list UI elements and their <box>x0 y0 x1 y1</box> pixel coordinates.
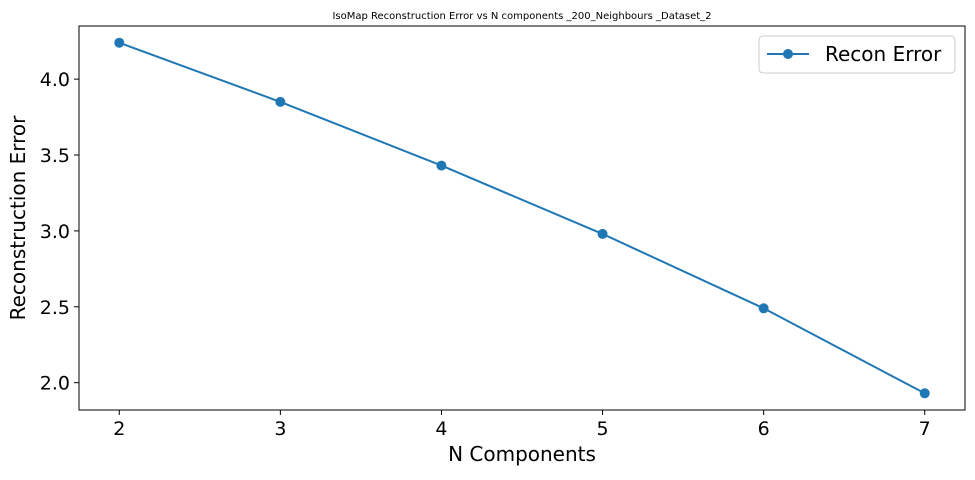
data-point <box>275 96 286 107</box>
x-axis-label: N Components <box>448 442 596 466</box>
legend-box <box>758 35 956 74</box>
data-point <box>758 303 769 314</box>
x-tick-label: 4 <box>435 418 447 440</box>
x-tick-label: 2 <box>113 418 125 440</box>
axis-ticks: 2 3 4 5 6 7 2.0 2.5 3.0 3.5 4.0 <box>40 69 931 440</box>
data-point <box>919 388 930 399</box>
y-tick-label: 2.0 <box>40 373 70 395</box>
axes-frame <box>78 25 966 411</box>
data-point <box>114 37 125 48</box>
y-tick-label: 3.5 <box>40 145 70 167</box>
legend: Recon Error <box>758 35 956 74</box>
plot-area <box>78 25 966 411</box>
x-tick-label: 3 <box>274 418 286 440</box>
y-tick-label: 3.0 <box>40 221 70 243</box>
chart-title: IsoMap Reconstruction Error vs N compone… <box>332 11 711 22</box>
y-tick-label: 4.0 <box>40 69 70 91</box>
y-axis-label: Reconstruction Error <box>6 115 30 321</box>
x-tick-label: 7 <box>919 418 931 440</box>
x-tick-label: 5 <box>596 418 608 440</box>
data-point <box>436 160 447 171</box>
legend-marker-swatch <box>783 49 793 59</box>
x-tick-label: 6 <box>758 418 770 440</box>
series-line <box>118 41 926 395</box>
legend-label: Recon Error <box>825 42 942 66</box>
data-point <box>597 228 608 239</box>
y-tick-label: 2.5 <box>40 297 70 319</box>
